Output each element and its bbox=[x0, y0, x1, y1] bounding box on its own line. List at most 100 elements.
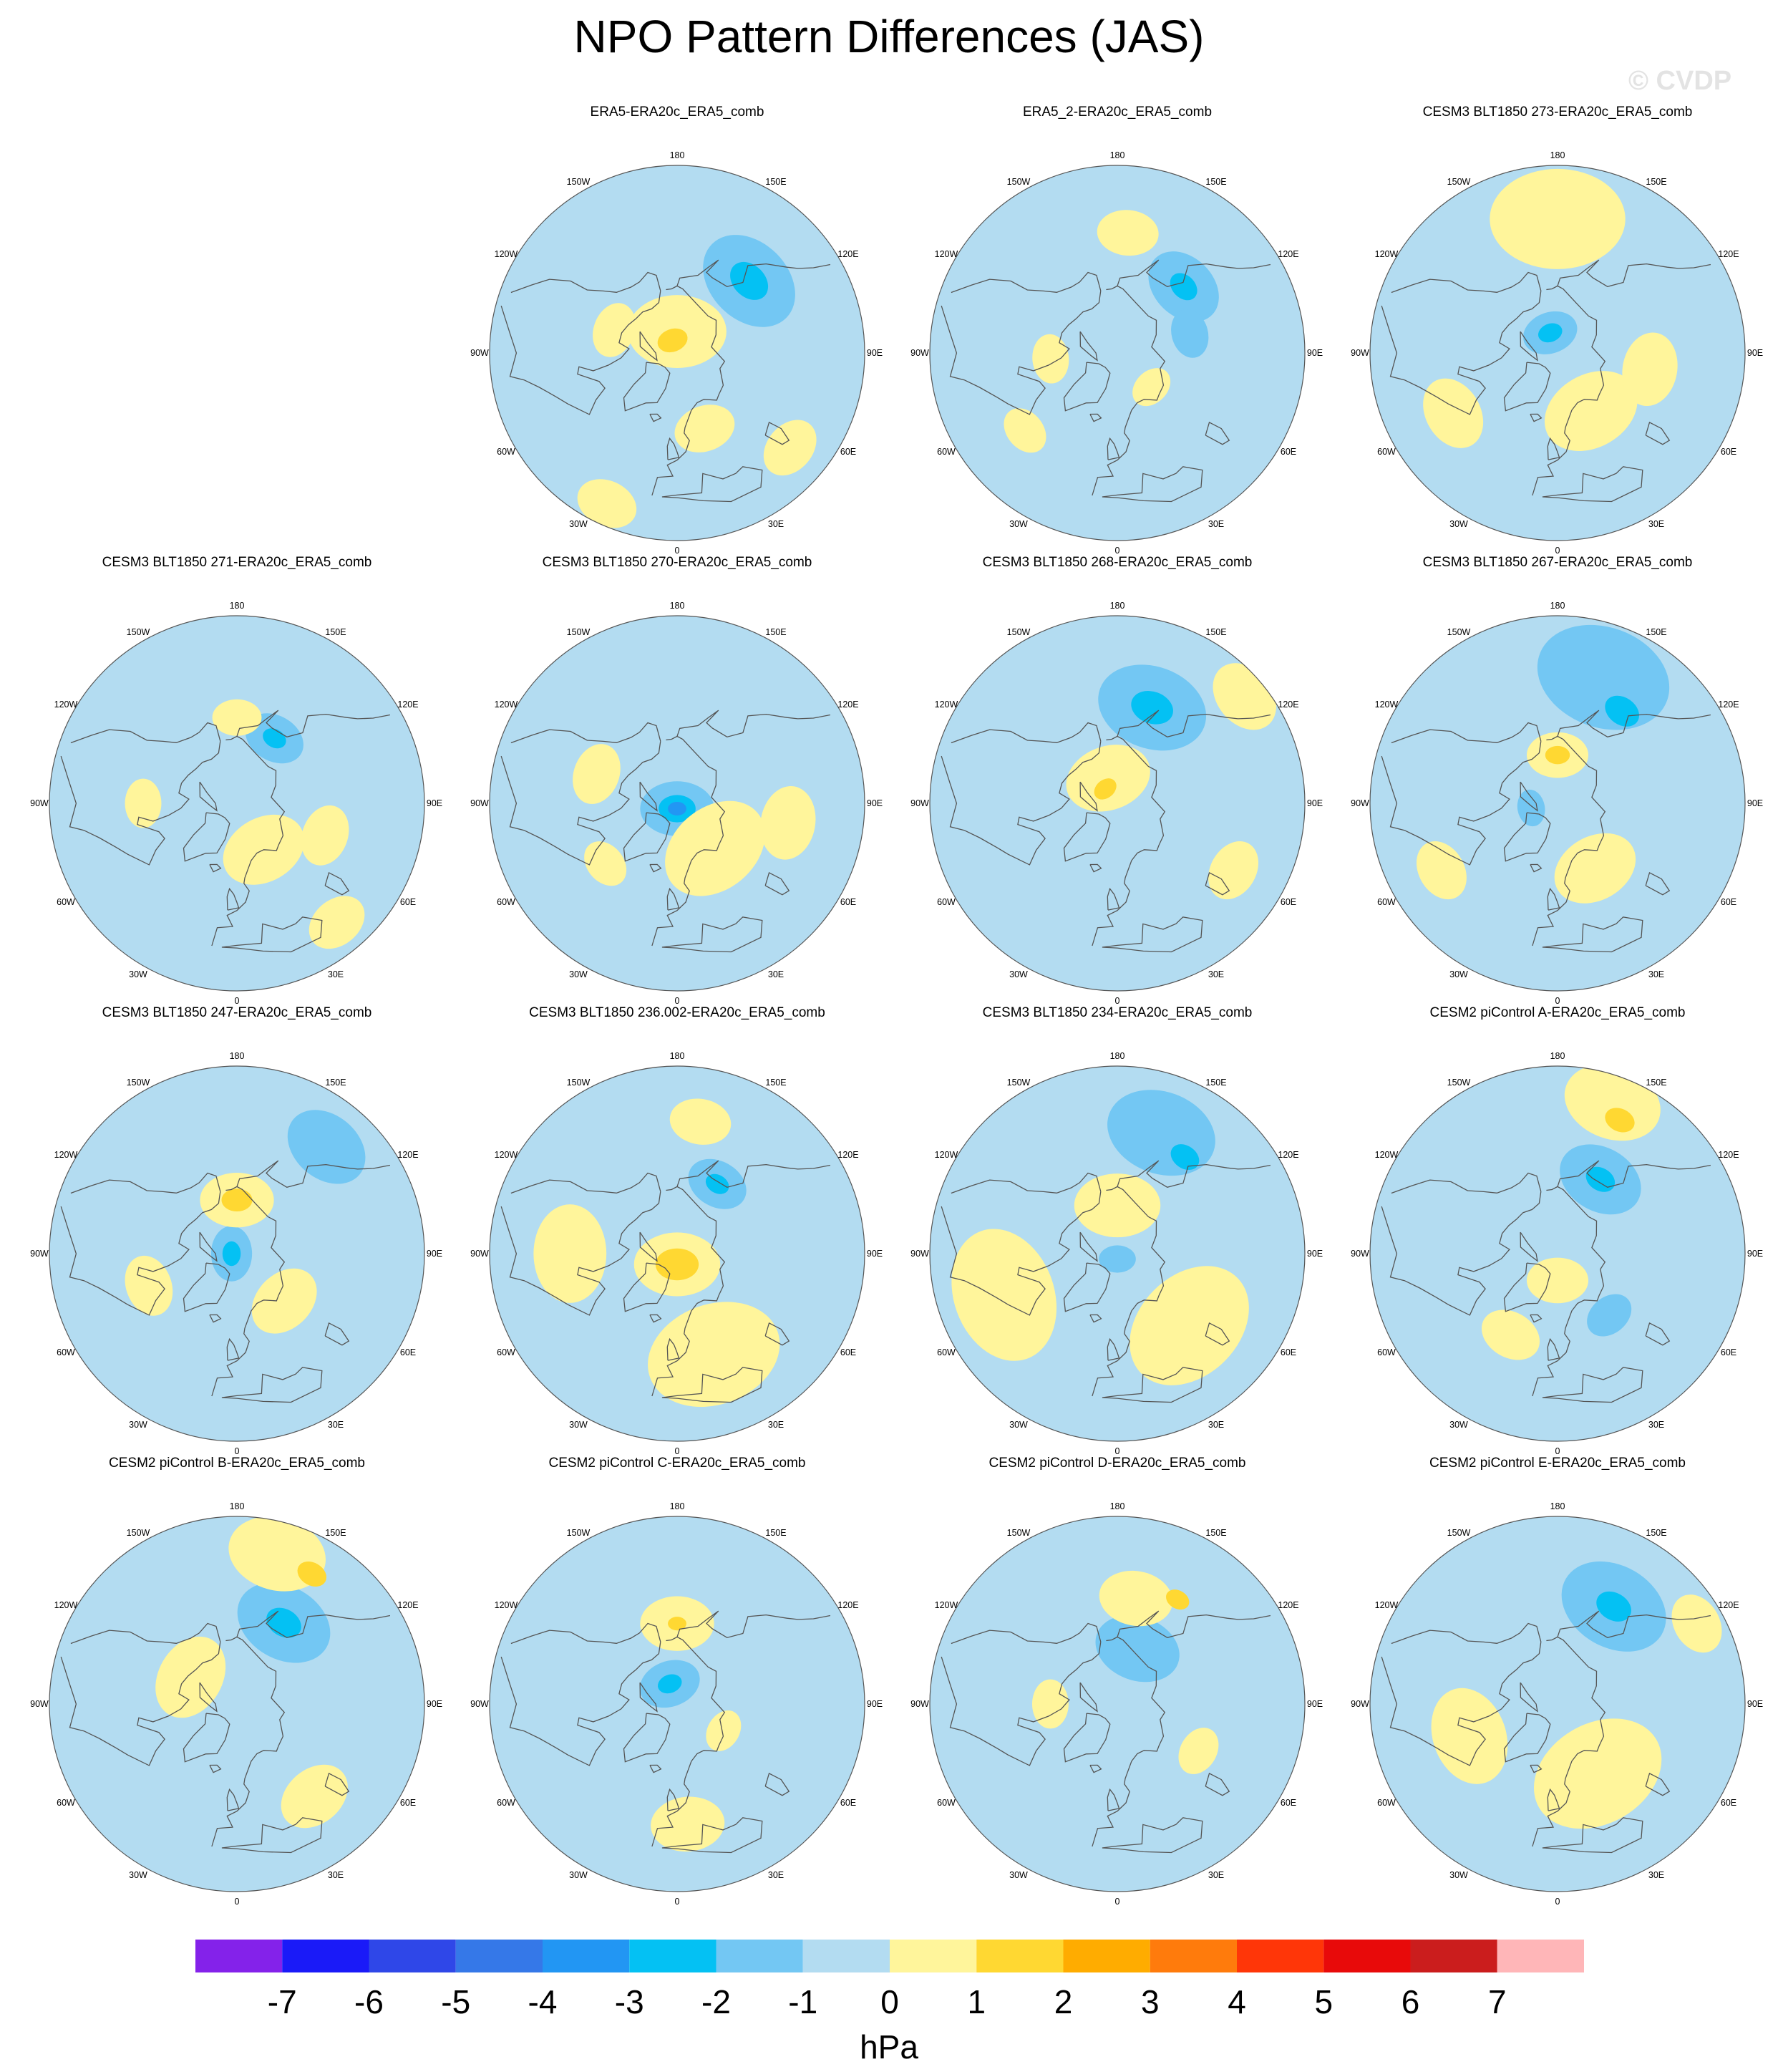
map-panel: CESM3 BLT1850 247-ERA20c_ERA5_comb 180 150… bbox=[22, 1005, 452, 1478]
longitude-label: 150E bbox=[1646, 177, 1666, 187]
longitude-label: 60W bbox=[497, 897, 515, 907]
longitude-label: 0 bbox=[1115, 1446, 1120, 1456]
panel-title: CESM3 BLT1850 273-ERA20c_ERA5_comb bbox=[1422, 105, 1693, 120]
longitude-label: 120W bbox=[54, 1150, 78, 1160]
map-boundary bbox=[929, 165, 1306, 541]
coastline bbox=[236, 1610, 391, 1638]
coastline bbox=[1645, 1772, 1671, 1796]
panel-title: CESM3 BLT1850 270-ERA20c_ERA5_comb bbox=[542, 555, 812, 570]
longitude-label: 120W bbox=[495, 1600, 518, 1610]
longitude-label: 30W bbox=[569, 969, 588, 979]
map-boundary bbox=[49, 1516, 425, 1892]
colorbar-swatch bbox=[282, 1940, 369, 1972]
positive-anomaly-region bbox=[1671, 1594, 1722, 1653]
map-boundary bbox=[929, 1516, 1306, 1892]
longitude-label: 60E bbox=[400, 1347, 416, 1357]
colorbar-swatch bbox=[1497, 1940, 1584, 1972]
map-boundary bbox=[49, 615, 425, 992]
longitude-label: 120E bbox=[1278, 1600, 1298, 1610]
longitude-label: 60E bbox=[1721, 1798, 1736, 1808]
polar-map: 180 150E 120E 90E 60E 30E 0 30W 60W 90W 120W 150W bbox=[470, 1501, 883, 1907]
map-panel: CESM3 BLT1850 271-ERA20c_ERA5_comb 180 150… bbox=[22, 555, 452, 1027]
longitude-label: 150E bbox=[1205, 1078, 1226, 1088]
colorbar-swatch bbox=[1150, 1940, 1237, 1972]
longitude-label: 180 bbox=[1110, 150, 1125, 160]
coastline bbox=[1557, 259, 1711, 287]
longitude-label: 30W bbox=[569, 519, 588, 529]
coastline bbox=[209, 863, 222, 873]
map-panel: CESM2 piControl A-ERA20c_ERA5_comb 180 150… bbox=[1343, 1005, 1772, 1478]
map-panel: CESM2 piControl D-ERA20c_ERA5_comb 180 150… bbox=[903, 1456, 1332, 1928]
map-boundary bbox=[49, 1065, 425, 1442]
coastline bbox=[1205, 421, 1230, 445]
colorbar-tick-label: 2 bbox=[1054, 1983, 1073, 2020]
coastline bbox=[1520, 331, 1538, 362]
positive-anomaly-region bbox=[155, 1636, 226, 1718]
panel-title: ERA5_2-ERA20c_ERA5_comb bbox=[1022, 105, 1213, 120]
map-background bbox=[1370, 1066, 1745, 1441]
positive-anomaly-region bbox=[1032, 334, 1069, 384]
positive-anomaly-region bbox=[1622, 332, 1678, 407]
longitude-label: 60E bbox=[1281, 1347, 1296, 1357]
longitude-label: 120W bbox=[935, 249, 958, 259]
longitude-label: 60W bbox=[1377, 897, 1396, 907]
polar-map: 180 150E 120E 90E 60E 30E 0 30W 60W 90W 120W 150W bbox=[470, 1051, 883, 1456]
longitude-label: 30W bbox=[1009, 519, 1028, 529]
panel-title: CESM2 piControl E-ERA20c_ERA5_comb bbox=[1429, 1456, 1686, 1471]
polar-map: 180 150E 120E 90E 60E 30E 0 30W 60W 90W 120W 150W bbox=[30, 1501, 442, 1907]
coastline bbox=[199, 781, 218, 812]
longitude-label: 60W bbox=[937, 897, 956, 907]
coastline bbox=[70, 1622, 221, 1645]
longitude-label: 120E bbox=[397, 1150, 418, 1160]
longitude-label: 150W bbox=[1007, 627, 1031, 637]
negative-anomaly-region bbox=[1517, 789, 1545, 827]
coastline bbox=[1063, 362, 1111, 412]
coastline bbox=[1117, 1160, 1271, 1188]
longitude-label: 150E bbox=[1205, 627, 1226, 637]
longitude-label: 90E bbox=[1747, 798, 1763, 808]
coastline bbox=[221, 1817, 323, 1854]
coastline bbox=[1102, 916, 1203, 953]
map-background bbox=[49, 616, 424, 991]
longitude-label: 90W bbox=[1351, 1249, 1369, 1259]
coastline bbox=[510, 271, 661, 294]
positive-anomaly-region bbox=[657, 328, 688, 353]
polar-map: 180 150E 120E 90E 60E 30E 0 30W 60W 90W 120W 150W bbox=[1351, 601, 1763, 1006]
longitude-label: 60W bbox=[497, 447, 515, 457]
longitude-label: 0 bbox=[1115, 546, 1120, 556]
negative-anomaly-region bbox=[658, 1674, 682, 1694]
positive-anomaly-region bbox=[593, 303, 636, 357]
polar-map: 180 150E 120E 90E 60E 30E 0 30W 60W 90W 120W 150W bbox=[910, 1501, 1323, 1907]
coastline bbox=[1645, 1322, 1671, 1346]
longitude-label: 90E bbox=[427, 798, 442, 808]
longitude-label: 180 bbox=[1550, 1501, 1565, 1511]
coastline bbox=[639, 1231, 658, 1262]
longitude-label: 30E bbox=[1208, 519, 1224, 529]
longitude-label: 180 bbox=[230, 1051, 245, 1061]
negative-anomaly-region bbox=[1170, 1144, 1200, 1171]
positive-anomaly-region bbox=[577, 479, 637, 528]
coastline bbox=[1107, 437, 1120, 460]
positive-anomaly-region bbox=[125, 1255, 173, 1316]
longitude-label: 30E bbox=[1648, 1870, 1664, 1880]
coastline bbox=[1063, 1262, 1111, 1312]
longitude-label: 120W bbox=[1375, 699, 1399, 710]
colorbar-unit-label: hPa bbox=[860, 2028, 918, 2066]
longitude-label: 150E bbox=[1205, 177, 1226, 187]
positive-anomaly-region bbox=[1130, 1266, 1249, 1385]
longitude-label: 90E bbox=[1747, 348, 1763, 358]
longitude-label: 60W bbox=[57, 897, 75, 907]
longitude-label: 30W bbox=[1009, 969, 1028, 979]
coastline bbox=[324, 871, 350, 896]
coastline bbox=[676, 1610, 831, 1638]
longitude-label: 150E bbox=[325, 1528, 346, 1538]
positive-anomaly-region bbox=[301, 805, 349, 866]
coastline bbox=[951, 1172, 1102, 1194]
longitude-label: 60E bbox=[400, 1798, 416, 1808]
polar-map: 180 150E 120E 90E 60E 30E 0 30W 60W 90W 120W 150W bbox=[470, 150, 883, 556]
map-panel: CESM3 BLT1850 234-ERA20c_ERA5_comb 180 150… bbox=[903, 1005, 1332, 1478]
coastline bbox=[1205, 1772, 1230, 1796]
coastline bbox=[1645, 871, 1671, 896]
longitude-label: 150E bbox=[325, 1078, 346, 1088]
longitude-label: 60W bbox=[937, 447, 956, 457]
